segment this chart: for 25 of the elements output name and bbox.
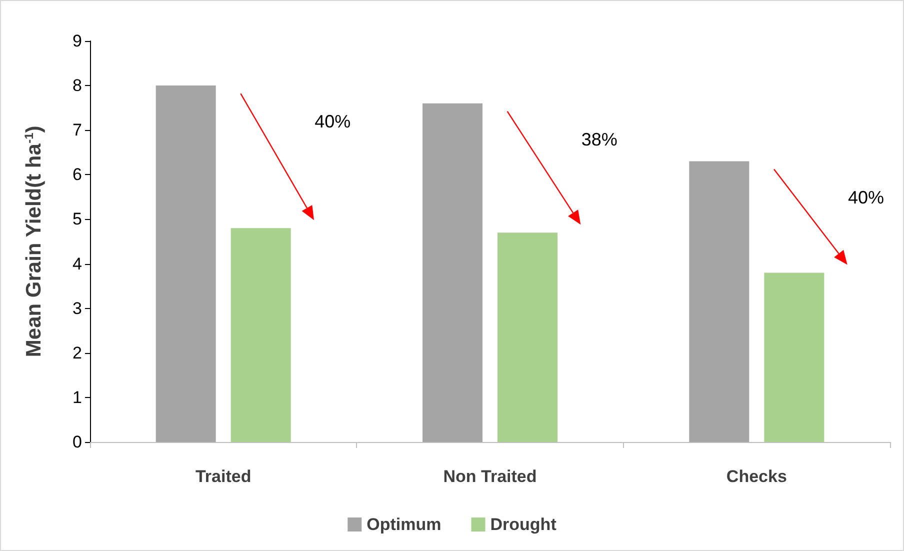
y-tick-label: 3	[72, 298, 82, 318]
y-tick-label: 4	[72, 254, 82, 274]
annotation: 38%	[581, 129, 618, 150]
y-tick-label: 8	[72, 76, 82, 96]
bar	[156, 86, 216, 442]
y-tick-label: 1	[72, 388, 82, 407]
annotation: 40%	[314, 112, 351, 132]
legend-label: Drought	[490, 515, 557, 534]
x-tick-label: Non Traited	[443, 467, 537, 486]
bar	[422, 103, 482, 442]
y-tick-label: 7	[72, 120, 82, 140]
y-tick-label: 6	[72, 165, 82, 184]
x-tick-label: Checks	[726, 467, 787, 486]
legend-label: Optimum	[366, 515, 442, 534]
x-tick-label: Traited	[195, 467, 252, 486]
y-tick-label: 0	[72, 432, 82, 452]
bar	[230, 228, 291, 442]
y-tick-label: 9	[72, 32, 82, 50]
bar	[689, 161, 750, 442]
bar	[498, 232, 558, 442]
y-tick-label: 2	[72, 343, 82, 362]
y-axis-title: Mean Grain Yield(t ha-1)	[22, 126, 46, 358]
bar	[764, 272, 824, 442]
y-tick-label: 5	[72, 210, 82, 229]
annotation: 40%	[848, 187, 884, 208]
